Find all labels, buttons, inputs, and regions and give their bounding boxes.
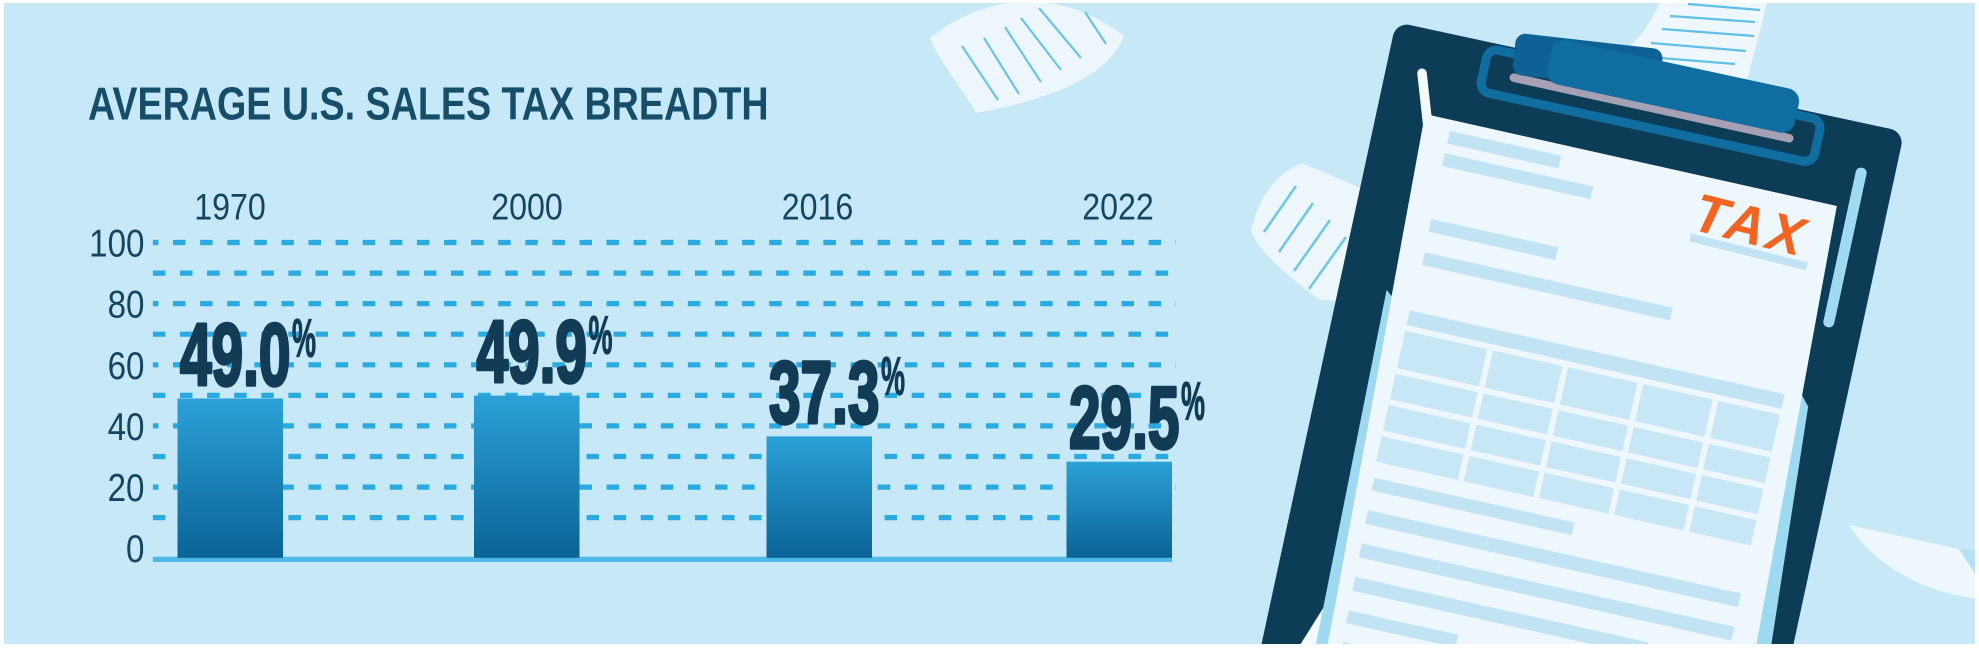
svg-text:100: 100 (89, 221, 144, 265)
svg-text:%: % (1181, 372, 1205, 433)
svg-text:49.9: 49.9 (477, 302, 587, 401)
svg-text:60: 60 (108, 343, 145, 387)
svg-text:20: 20 (108, 466, 145, 510)
svg-text:%: % (589, 306, 613, 367)
svg-text:40: 40 (108, 404, 145, 448)
svg-text:49.0: 49.0 (180, 305, 290, 404)
svg-text:2016: 2016 (782, 187, 854, 228)
svg-text:%: % (881, 346, 905, 407)
svg-text:%: % (292, 308, 316, 369)
svg-text:29.5: 29.5 (1069, 369, 1179, 468)
svg-text:2000: 2000 (491, 187, 563, 228)
svg-text:2022: 2022 (1082, 187, 1154, 228)
svg-text:0: 0 (126, 527, 144, 571)
svg-text:37.3: 37.3 (769, 343, 879, 442)
svg-text:80: 80 (108, 282, 145, 326)
svg-text:1970: 1970 (194, 187, 266, 228)
svg-text:AVERAGE U.S. SALES TAX BREADTH: AVERAGE U.S. SALES TAX BREADTH (88, 78, 769, 130)
